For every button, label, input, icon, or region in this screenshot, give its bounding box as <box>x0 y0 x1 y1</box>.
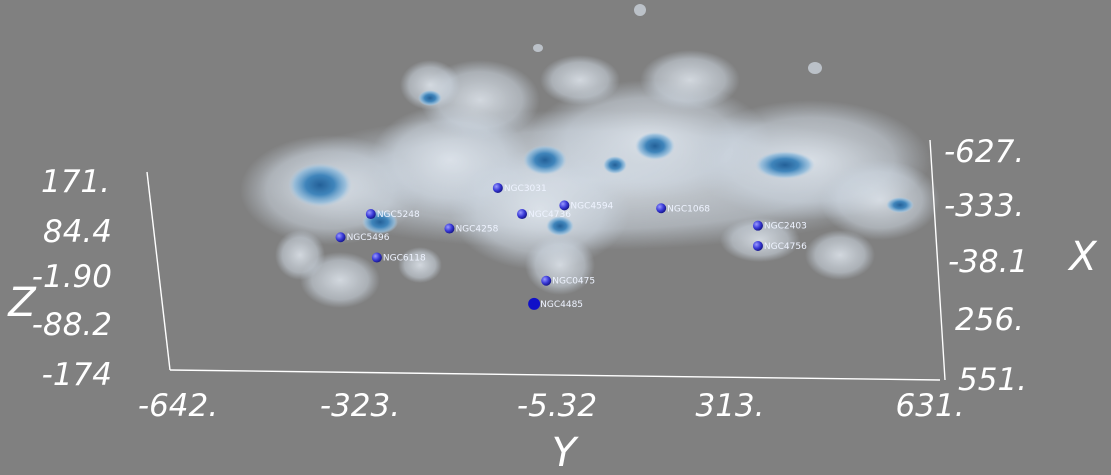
z-tick-label: -174 <box>42 357 112 393</box>
z-tick-label: 84.4 <box>43 214 112 250</box>
galaxy-point: NGC6118 <box>371 252 426 264</box>
galaxy-marker <box>752 240 763 251</box>
axis-frame <box>146 139 946 381</box>
x-tick-label: -38.1 <box>948 244 1028 280</box>
galaxy-marker <box>335 232 346 243</box>
z-tick-label: -88.2 <box>32 307 112 343</box>
galaxy-label: NGC2403 <box>764 222 807 232</box>
galaxy-point: NGC4485 <box>528 297 583 310</box>
x-tick-label: 551. <box>958 362 1027 398</box>
x-tick-label: -333. <box>944 188 1024 224</box>
galaxy-point: NGC4756 <box>752 240 807 252</box>
y-tick-label: -323. <box>320 388 400 424</box>
z-tick-label: 171. <box>41 164 110 200</box>
y-axis-line <box>169 369 941 381</box>
galaxy-point: NGC4594 <box>559 200 614 211</box>
y-tick-label: 313. <box>695 388 764 424</box>
z-tick-label: -1.90 <box>32 259 112 295</box>
x-axis-title: X <box>1067 234 1098 280</box>
z-axis-line <box>146 171 171 371</box>
galaxy-label: NGC4594 <box>570 201 613 211</box>
galaxy-marker <box>752 220 763 231</box>
galaxy-point: NGC3031 <box>492 182 547 194</box>
galaxy-marker <box>492 182 503 193</box>
galaxy-marker <box>559 200 570 211</box>
galaxy-marker <box>656 203 667 214</box>
galaxy-points: NGC4485 NGC0475 NGC6118 NGC5496 NGC5248 NGC42… <box>335 182 807 310</box>
galaxy-label: NGC6118 <box>383 254 426 264</box>
tick-labels: 171. 84.4 -1.90 -88.2 -174 -642. -323. -5.32 313… <box>32 134 1028 424</box>
y-tick-label: -642. <box>138 388 218 424</box>
x-tick-label: -627. <box>944 134 1024 170</box>
galaxy-marker <box>371 252 382 263</box>
galaxy-marker <box>444 223 455 234</box>
galaxy-marker <box>365 209 376 220</box>
galaxy-point: NGC5496 <box>335 232 390 243</box>
galaxy-marker <box>541 275 552 286</box>
axis-titles: Z Y X <box>7 234 1098 475</box>
galaxy-marker <box>517 209 528 220</box>
galaxy-label: NGC3031 <box>504 184 547 194</box>
galaxy-point: NGC4736 <box>517 209 571 220</box>
galaxy-point: NGC2403 <box>752 220 807 232</box>
y-tick-label: -5.32 <box>517 388 597 424</box>
galaxy-label: NGC5248 <box>377 210 420 220</box>
x-axis-line <box>929 139 946 381</box>
galaxy-label: NGC4756 <box>764 242 807 252</box>
galaxy-point: NGC4258 <box>444 223 499 235</box>
galaxy-label: NGC4485 <box>540 300 583 310</box>
galaxy-label: NGC4258 <box>455 225 498 235</box>
x-tick-label: 256. <box>955 302 1024 338</box>
galaxy-point: NGC0475 <box>541 275 595 287</box>
galaxy-point: NGC1068 <box>656 203 710 214</box>
galaxy-point: NGC5248 <box>365 209 420 220</box>
y-tick-label: 631. <box>895 388 964 424</box>
galaxy-label: NGC4736 <box>528 210 571 220</box>
y-axis-title: Y <box>552 430 580 475</box>
galaxy-label: NGC1068 <box>667 204 710 214</box>
density-volume <box>240 4 940 308</box>
galaxy-marker <box>528 297 541 310</box>
galaxy-label: NGC5496 <box>347 233 390 243</box>
galaxy-label: NGC0475 <box>552 277 595 287</box>
z-axis-title: Z <box>7 280 37 326</box>
